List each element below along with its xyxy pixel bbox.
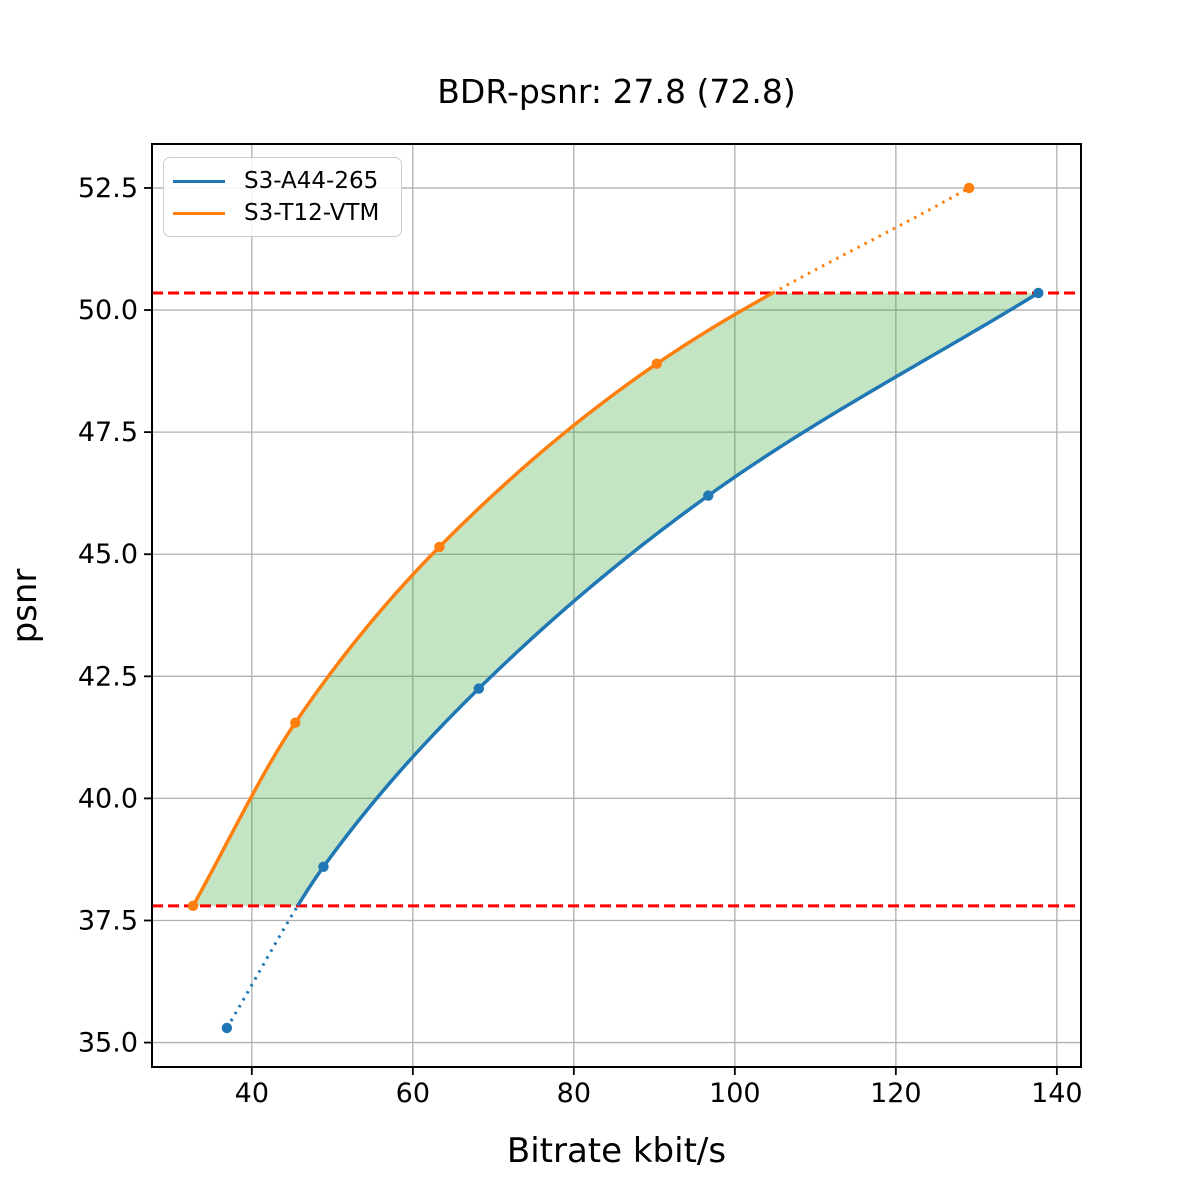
x-tick-label: 60 — [396, 1078, 430, 1109]
y-tick-label: 35.0 — [78, 1028, 138, 1059]
data-point-s3-a44-265 — [1033, 287, 1044, 299]
y-tick-label: 40.0 — [78, 783, 138, 814]
series-curve-dotted-s3-a44-265 — [225, 905, 299, 1029]
data-point-s3-t12-vtm — [651, 358, 662, 369]
y-tick-label: 45.0 — [78, 539, 138, 570]
data-point-s3-a44-265 — [703, 490, 714, 501]
x-axis-label: Bitrate kbit/s — [506, 1131, 727, 1171]
y-axis-label: psnr — [5, 568, 45, 644]
series-curve-solid-s3-a44-265 — [296, 291, 1040, 907]
x-tick-label: 40 — [235, 1078, 269, 1109]
chart-title: BDR-psnr: 27.8 (72.8) — [437, 72, 796, 111]
series-curve-solid-s3-t12-vtm — [191, 291, 774, 907]
y-tick-label: 42.5 — [78, 661, 138, 692]
data-point-s3-a44-265 — [473, 683, 485, 694]
data-point-s3-a44-265 — [221, 1022, 233, 1034]
legend-item-s3-t12-vtm: S3-T12-VTM — [173, 199, 401, 226]
bd-overlap-region — [193, 292, 1039, 906]
legend-label: S3-A44-265 — [244, 167, 379, 194]
data-point-s3-t12-vtm — [434, 541, 445, 553]
data-point-s3-t12-vtm — [290, 717, 301, 728]
y-tick-label: 50.0 — [78, 295, 138, 326]
axes-frame — [151, 143, 1082, 1068]
x-tick-label: 100 — [709, 1078, 761, 1109]
y-tick-label: 52.5 — [78, 173, 138, 204]
legend: S3-A44-265 S3-T12-VTM — [163, 157, 402, 237]
x-tick-label: 120 — [870, 1078, 922, 1109]
x-tick-label: 140 — [1031, 1078, 1083, 1109]
legend-item-s3-a44-265: S3-A44-265 — [173, 167, 401, 194]
y-tick-label: 47.5 — [78, 417, 138, 448]
legend-label: S3-T12-VTM — [244, 199, 380, 226]
legend-line-swatch-orange — [173, 211, 225, 215]
x-tick-label: 80 — [557, 1078, 591, 1109]
y-tick-label: 37.5 — [78, 905, 138, 936]
data-point-s3-t12-vtm — [187, 900, 199, 912]
data-point-s3-t12-vtm — [963, 182, 975, 194]
legend-line-swatch-blue — [173, 179, 225, 183]
data-point-s3-a44-265 — [318, 861, 329, 872]
series-curve-dotted-s3-t12-vtm — [772, 186, 970, 295]
